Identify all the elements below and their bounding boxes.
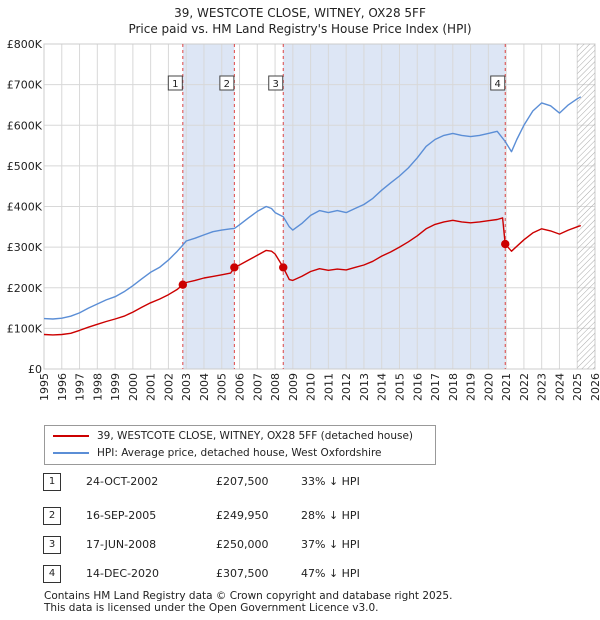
sale-dot <box>501 239 510 249</box>
transaction-price: £249,950 <box>216 509 269 522</box>
y-tick-label: £600K <box>7 119 43 132</box>
legend-swatch-property <box>53 435 89 437</box>
x-tick-label: 2009 <box>287 373 300 401</box>
x-tick-label: 2005 <box>216 373 229 401</box>
x-tick-label: 2006 <box>234 373 247 401</box>
transaction-date: 16-SEP-2005 <box>86 509 157 522</box>
x-tick-label: 1998 <box>91 373 104 401</box>
transaction-date: 14-DEC-2020 <box>86 567 160 580</box>
sale-badge-label: 1 <box>172 79 178 90</box>
x-tick-label: 2025 <box>571 373 584 401</box>
transaction-delta: 37% ↓ HPI <box>301 538 360 551</box>
transaction-price: £207,500 <box>216 475 269 488</box>
legend: 39, WESTCOTE CLOSE, WITNEY, OX28 5FF (de… <box>44 425 436 465</box>
sale-badge-box <box>167 75 183 91</box>
x-tick-label: 2022 <box>518 373 531 401</box>
x-tick-label: 2026 <box>589 373 600 401</box>
x-tick-label: 2001 <box>145 373 158 401</box>
x-tick-label: 1996 <box>56 373 69 401</box>
transaction-row-4: 4 14-DEC-2020 £307,500 47% ↓ HPI <box>0 564 600 584</box>
x-tick-label: 2003 <box>180 373 193 401</box>
transaction-date: 17-JUN-2008 <box>86 538 157 551</box>
y-tick-label: £700K <box>7 79 43 92</box>
sale-badge-box <box>219 75 235 91</box>
title-line-1: 39, WESTCOTE CLOSE, WITNEY, OX28 5FF <box>174 6 426 20</box>
sale-badge-label: 2 <box>224 79 230 90</box>
x-tick-label: 1997 <box>74 373 87 401</box>
y-tick-label: £500K <box>7 160 43 173</box>
transaction-badge: 4 <box>43 565 61 583</box>
x-tick-label: 2004 <box>198 373 211 401</box>
chart-title: 39, WESTCOTE CLOSE, WITNEY, OX28 5FF Pri… <box>0 5 600 37</box>
legend-label-property: 39, WESTCOTE CLOSE, WITNEY, OX28 5FF (de… <box>97 430 414 442</box>
y-tick-label: £800K <box>7 38 43 51</box>
x-tick-label: 2018 <box>447 373 460 401</box>
footer-line-2: This data is licensed under the Open Gov… <box>44 602 379 614</box>
y-tick-label: £0 <box>28 363 42 376</box>
transaction-delta: 47% ↓ HPI <box>301 567 360 580</box>
x-tick-label: 2020 <box>482 373 495 401</box>
transaction-row-1: 1 24-OCT-2002 £207,500 33% ↓ HPI <box>0 472 600 492</box>
sale-badge-box <box>268 75 284 91</box>
sale-badge-label: 3 <box>273 79 279 90</box>
sale-badge-box <box>490 75 506 91</box>
forecast-hatch <box>577 44 595 369</box>
x-tick-label: 2014 <box>376 373 389 401</box>
y-tick-label: £200K <box>7 282 43 295</box>
legend-label-hpi: HPI: Average price, detached house, West… <box>97 447 382 459</box>
legend-swatch-hpi <box>53 452 89 454</box>
series-lines <box>43 96 582 336</box>
transaction-price: £250,000 <box>216 538 269 551</box>
sale-dot <box>230 263 239 272</box>
sale-dot <box>178 280 188 289</box>
x-tick-label: 2016 <box>411 373 424 401</box>
x-tick-label: 2019 <box>465 373 478 401</box>
y-tick-label: £100K <box>7 322 43 335</box>
y-tick-label: £300K <box>7 241 43 254</box>
sale-badge-label: 4 <box>495 79 501 90</box>
transaction-badge: 2 <box>43 507 61 525</box>
x-tick-label: 2015 <box>393 373 406 401</box>
transaction-price: £307,500 <box>216 567 269 580</box>
price-chart: 1 2 3 4 £0 £100K £200K £300K £400K £500K £600K £70… <box>7 38 600 401</box>
x-tick-label: 2023 <box>536 373 549 401</box>
transaction-date: 24-OCT-2002 <box>86 475 159 488</box>
legend-item-hpi: HPI: Average price, detached house, West… <box>53 445 382 461</box>
transaction-row-2: 2 16-SEP-2005 £249,950 28% ↓ HPI <box>0 506 600 526</box>
x-tick-label: 2008 <box>269 373 282 401</box>
transaction-delta: 28% ↓ HPI <box>301 509 360 522</box>
legend-item-property: 39, WESTCOTE CLOSE, WITNEY, OX28 5FF (de… <box>53 428 413 444</box>
x-tick-label: 1995 <box>38 373 51 401</box>
hpi-line <box>43 96 582 320</box>
footer: Contains HM Land Registry data © Crown c… <box>44 590 452 614</box>
x-tick-label: 2021 <box>500 373 513 401</box>
footer-line-1: Contains HM Land Registry data © Crown c… <box>44 590 453 602</box>
x-tick-label: 2024 <box>553 373 566 401</box>
hatch-region <box>577 44 595 369</box>
gridlines <box>43 43 596 370</box>
x-tick-label: 2010 <box>305 373 318 401</box>
property-line <box>43 217 582 336</box>
y-axis: £0 £100K £200K £300K £400K £500K £600K £700K £80… <box>7 38 43 376</box>
transaction-badge: 3 <box>43 536 61 554</box>
x-tick-label: 2013 <box>358 373 371 401</box>
transaction-badge: 1 <box>43 473 61 491</box>
x-tick-label: 2012 <box>340 373 353 401</box>
sale-markers <box>182 44 506 369</box>
sale-dot <box>279 263 288 272</box>
x-tick-label: 2011 <box>322 373 335 401</box>
x-axis: 1995 1996 1997 1998 1999 2000 2001 2002 2003 2004… <box>38 373 600 401</box>
sale-dots <box>178 239 510 289</box>
x-tick-label: 1999 <box>109 373 122 401</box>
title-line-2: Price paid vs. HM Land Registry's House … <box>128 22 472 36</box>
x-tick-label: 2000 <box>127 373 140 401</box>
sale-badges: 1 2 3 4 <box>167 75 506 91</box>
x-tick-label: 2007 <box>251 373 264 401</box>
x-tick-label: 2002 <box>162 373 175 401</box>
transaction-row-3: 3 17-JUN-2008 £250,000 37% ↓ HPI <box>0 535 600 555</box>
y-tick-label: £400K <box>7 201 43 214</box>
x-tick-label: 2017 <box>429 373 442 401</box>
transaction-delta: 33% ↓ HPI <box>301 475 360 488</box>
